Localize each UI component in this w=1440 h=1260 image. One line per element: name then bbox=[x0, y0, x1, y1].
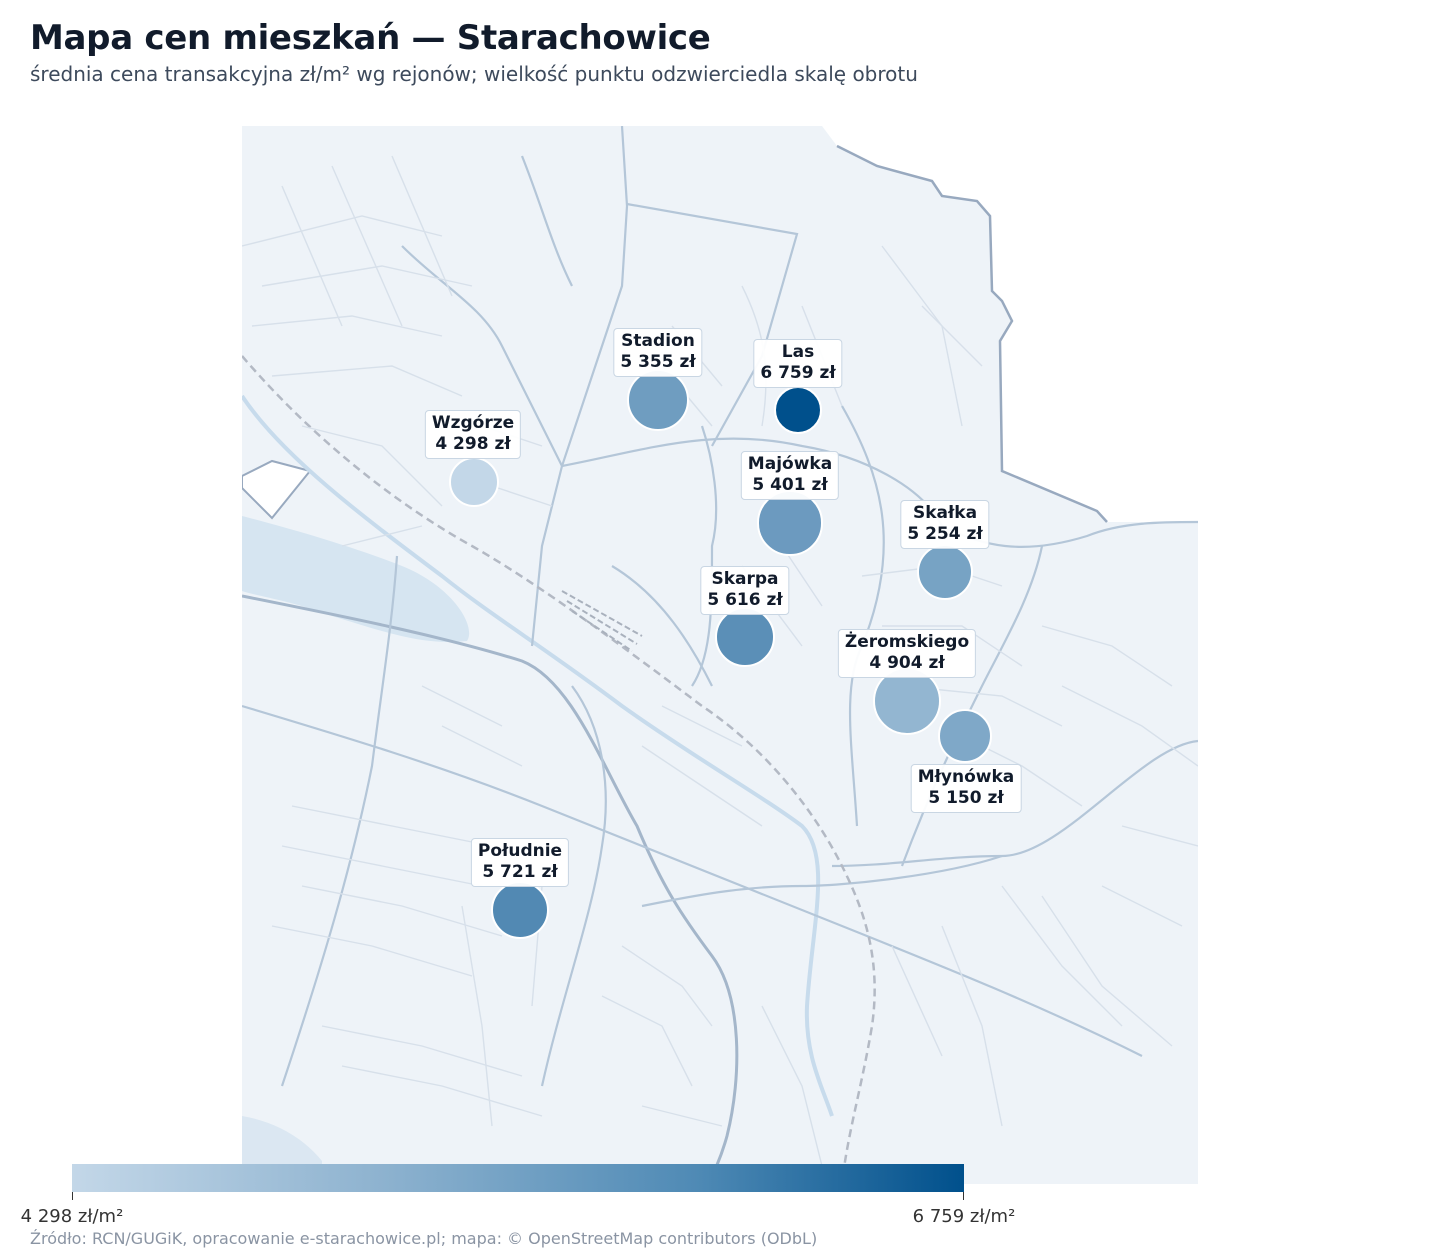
page-subtitle: średnia cena transakcyjna zł/m² wg rejon… bbox=[30, 62, 918, 86]
color-scale-bar bbox=[72, 1164, 964, 1192]
district-marker[interactable] bbox=[872, 666, 942, 736]
district-marker[interactable] bbox=[773, 385, 823, 435]
colorbar-max-label: 6 759 zł/m² bbox=[912, 1206, 1016, 1227]
basemap-svg bbox=[242, 126, 1198, 1184]
colorbar-min-label: 4 298 zł/m² bbox=[20, 1206, 124, 1227]
district-marker[interactable] bbox=[627, 369, 689, 431]
colorbar-min-tick bbox=[72, 1192, 73, 1200]
district-marker[interactable] bbox=[938, 709, 992, 763]
source-note: Źródło: RCN/GUGiK, opracowanie e-starach… bbox=[30, 1229, 818, 1248]
district-marker[interactable] bbox=[714, 606, 776, 668]
district-marker[interactable] bbox=[757, 490, 823, 556]
district-marker[interactable] bbox=[448, 456, 500, 508]
page-title: Mapa cen mieszkań — Starachowice bbox=[30, 18, 711, 58]
district-marker[interactable] bbox=[490, 880, 550, 940]
basemap[interactable] bbox=[242, 126, 1198, 1184]
colorbar-max-tick bbox=[963, 1192, 964, 1200]
district-marker[interactable] bbox=[916, 543, 974, 601]
